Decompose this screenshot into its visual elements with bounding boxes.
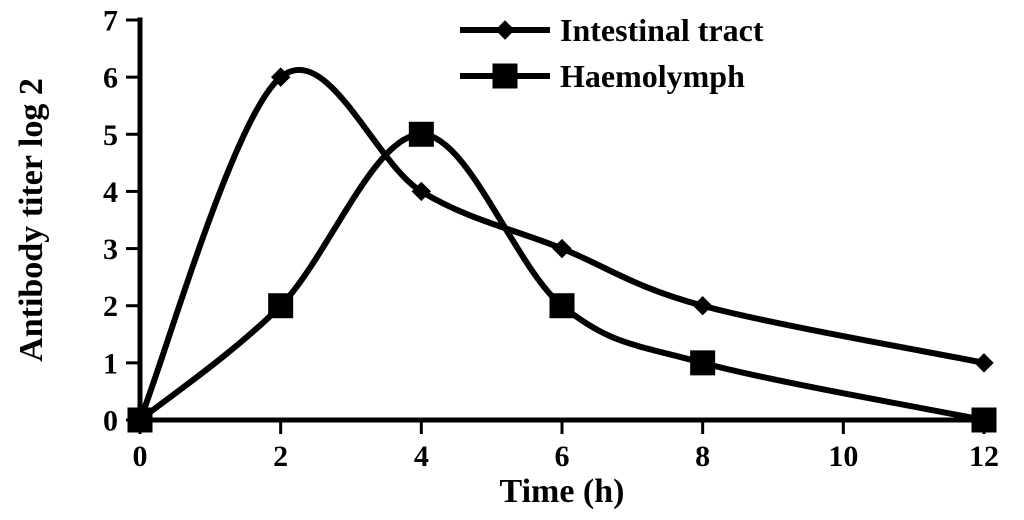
square-marker <box>691 351 715 375</box>
y-axis-tick-label: 3 <box>103 233 118 266</box>
legend-label: Haemolymph <box>560 58 745 94</box>
y-axis-tick-label: 1 <box>103 347 118 380</box>
square-marker <box>269 294 293 318</box>
x-axis-tick-label: 0 <box>133 440 148 473</box>
y-axis-tick-label: 6 <box>103 62 118 95</box>
square-marker <box>493 64 517 88</box>
legend-label: Intestinal tract <box>560 12 764 48</box>
square-marker <box>128 408 152 432</box>
x-axis-tick-label: 6 <box>555 440 570 473</box>
chart-svg: 02468101201234567Time (h)Antibody titer … <box>0 0 1024 520</box>
chart-container: 02468101201234567Time (h)Antibody titer … <box>0 0 1024 520</box>
square-marker <box>409 122 433 146</box>
x-axis-tick-label: 2 <box>273 440 288 473</box>
y-axis-tick-label: 5 <box>103 119 118 152</box>
square-marker <box>550 294 574 318</box>
x-axis-tick-label: 10 <box>828 440 858 473</box>
x-axis-tick-label: 12 <box>969 440 999 473</box>
x-axis-tick-label: 8 <box>695 440 710 473</box>
y-axis-tick-label: 2 <box>103 290 118 323</box>
x-axis-label: Time (h) <box>500 473 625 510</box>
x-axis-tick-label: 4 <box>414 440 429 473</box>
y-axis-label: Antibody titer log 2 <box>13 78 50 362</box>
y-axis-tick-label: 4 <box>103 176 118 209</box>
y-axis-tick-label: 7 <box>103 5 118 38</box>
y-axis-tick-label: 0 <box>103 405 118 438</box>
square-marker <box>972 408 996 432</box>
